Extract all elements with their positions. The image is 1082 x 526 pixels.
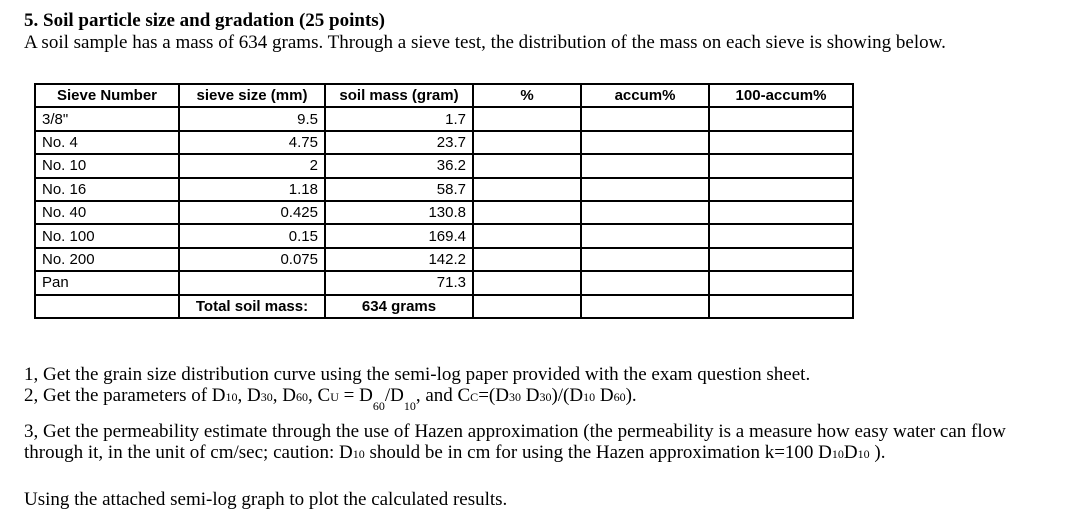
cell-remaining: [708, 106, 854, 132]
total-value: 634 grams: [324, 293, 474, 319]
header-soil-mass: soil mass (gram): [324, 82, 474, 109]
cell-sieve-size: 4.75: [178, 129, 326, 156]
cell-sieve-size: 2: [178, 153, 326, 179]
cell-soil-mass: 130.8: [324, 199, 474, 226]
cell-accum: [580, 199, 710, 226]
cell-accum: [580, 176, 710, 202]
cell-accum: [580, 246, 710, 273]
total-label: Total soil mass:: [178, 293, 326, 319]
cell-empty: [472, 293, 582, 319]
cell-percent: [472, 223, 582, 249]
table-row: No. 16 1.18 58.7: [34, 176, 854, 202]
table-row: Pan 71.3: [34, 270, 854, 296]
cell-accum: [580, 106, 710, 132]
cell-sieve-number: No. 100: [34, 223, 180, 249]
cell-percent: [472, 106, 582, 132]
cell-percent: [472, 199, 582, 226]
cell-soil-mass: 71.3: [324, 270, 474, 296]
cell-percent: [472, 153, 582, 179]
cell-soil-mass: 23.7: [324, 129, 474, 156]
cell-empty: [34, 293, 180, 319]
problem-title: 5. Soil particle size and gradation (25 …: [24, 10, 386, 31]
cell-sieve-size: 0.075: [178, 246, 326, 273]
header-accum-percent: accum%: [580, 82, 710, 109]
cell-sieve-size: 0.15: [178, 223, 326, 249]
table-header-row: Sieve Number sieve size (mm) soil mass (…: [34, 82, 854, 109]
cell-empty: [580, 293, 710, 319]
table-row: No. 200 0.075 142.2: [34, 246, 854, 273]
cell-soil-mass: 1.7: [324, 106, 474, 132]
table-row: No. 10 2 36.2: [34, 153, 854, 179]
cell-soil-mass: 36.2: [324, 153, 474, 179]
cell-remaining: [708, 270, 854, 296]
cell-sieve-number: No. 16: [34, 176, 180, 202]
cell-sieve-number: No. 200: [34, 246, 180, 273]
cell-remaining: [708, 153, 854, 179]
table-row: 3/8" 9.5 1.7: [34, 106, 854, 132]
cell-percent: [472, 270, 582, 296]
cell-soil-mass: 169.4: [324, 223, 474, 249]
cell-accum: [580, 223, 710, 249]
header-sieve-number: Sieve Number: [34, 82, 180, 109]
cell-soil-mass: 58.7: [324, 176, 474, 202]
table-row: No. 40 0.425 130.8: [34, 199, 854, 226]
cell-sieve-number: Pan: [34, 270, 180, 296]
table-total-row: Total soil mass: 634 grams: [34, 293, 854, 319]
cell-sieve-size: [178, 270, 326, 296]
cell-sieve-number: 3/8": [34, 106, 180, 132]
cell-sieve-size: 0.425: [178, 199, 326, 226]
cell-remaining: [708, 199, 854, 226]
cell-sieve-number: No. 40: [34, 199, 180, 226]
cell-accum: [580, 270, 710, 296]
question-3-line-1: 3, Get the permeability estimate through…: [24, 421, 1006, 442]
question-2: 2, Get the parameters of D10, D30, D60, …: [24, 385, 637, 413]
cell-percent: [472, 129, 582, 156]
cell-soil-mass: 142.2: [324, 246, 474, 273]
header-passing-percent: 100-accum%: [708, 82, 854, 109]
cell-accum: [580, 153, 710, 179]
table-row: No. 4 4.75 23.7: [34, 129, 854, 156]
closing-instruction: Using the attached semi-log graph to plo…: [24, 489, 508, 510]
cell-remaining: [708, 246, 854, 273]
header-sieve-size: sieve size (mm): [178, 82, 326, 109]
question-1: 1, Get the grain size distribution curve…: [24, 364, 811, 385]
cell-sieve-size: 9.5: [178, 106, 326, 132]
header-percent: %: [472, 82, 582, 109]
sieve-analysis-table: Sieve Number sieve size (mm) soil mass (…: [34, 82, 854, 319]
cell-remaining: [708, 223, 854, 249]
cell-accum: [580, 129, 710, 156]
question-3-line-2: through it, in the unit of cm/sec; cauti…: [24, 442, 886, 463]
cell-remaining: [708, 176, 854, 202]
cell-sieve-number: No. 10: [34, 153, 180, 179]
table-row: No. 100 0.15 169.4: [34, 223, 854, 249]
cell-percent: [472, 176, 582, 202]
problem-intro: A soil sample has a mass of 634 grams. T…: [24, 32, 946, 53]
cell-sieve-number: No. 4: [34, 129, 180, 156]
cell-sieve-size: 1.18: [178, 176, 326, 202]
cell-remaining: [708, 129, 854, 156]
cell-percent: [472, 246, 582, 273]
cell-empty: [708, 293, 854, 319]
